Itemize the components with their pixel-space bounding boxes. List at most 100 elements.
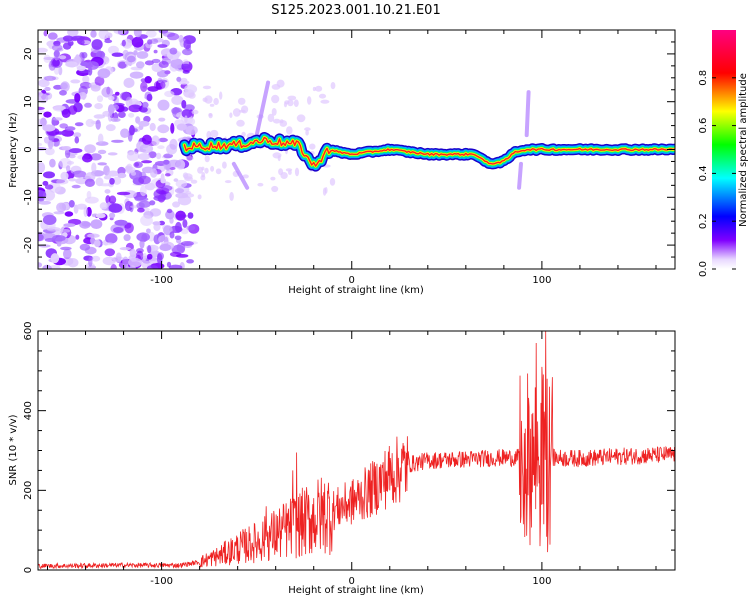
noise-blob	[185, 156, 194, 161]
noise-blob	[294, 167, 300, 177]
noise-blob	[181, 63, 191, 69]
noise-blob	[175, 221, 182, 233]
noise-blob	[93, 114, 106, 119]
noise-blob	[309, 143, 316, 150]
noise-blob	[111, 139, 124, 143]
colorbar-tick-label: 0.2	[698, 213, 709, 229]
noise-blob	[123, 234, 131, 242]
noise-blob	[38, 47, 48, 53]
noise-blob	[279, 120, 288, 127]
noise-blob	[148, 151, 157, 159]
colorbar-gradient	[712, 30, 736, 269]
noise-blob	[283, 101, 288, 108]
noise-blob	[197, 194, 202, 200]
noise-blob	[120, 128, 130, 138]
noise-blob	[115, 91, 120, 96]
noise-blob	[74, 122, 84, 127]
noise-blob	[142, 101, 149, 109]
noise-blob	[42, 124, 56, 132]
noise-blob	[131, 36, 144, 48]
noise-blob	[121, 39, 126, 47]
noise-blob	[90, 30, 97, 38]
noise-blob	[184, 84, 198, 94]
x-tick-label: 0	[349, 275, 355, 286]
noise-blob	[105, 195, 111, 204]
noise-blob	[56, 202, 67, 213]
noise-blob	[94, 103, 103, 110]
noise-blob	[59, 90, 67, 96]
noise-blob	[108, 203, 123, 213]
noise-blob	[267, 113, 275, 123]
noise-blob	[163, 159, 170, 165]
noise-blob	[38, 147, 47, 151]
noise-blob	[176, 76, 182, 82]
noise-blob	[174, 235, 182, 241]
noise-blob	[87, 233, 100, 238]
noise-blob	[59, 123, 68, 129]
noise-blob	[144, 182, 156, 191]
noise-blob	[76, 65, 86, 72]
noise-blob	[48, 139, 53, 150]
noise-blob	[168, 264, 183, 269]
noise-blob	[137, 153, 151, 161]
noise-blob	[150, 168, 158, 178]
y-tick-label: 20	[23, 48, 34, 61]
y-tick-label: 400	[23, 401, 34, 420]
figure-title: S125.2023.001.10.21.E01	[271, 3, 440, 18]
noise-blob	[157, 145, 165, 150]
noise-blob	[164, 90, 175, 98]
noise-blob	[204, 95, 213, 104]
noise-blob	[138, 120, 150, 127]
noise-blob	[85, 196, 99, 204]
noise-blob	[75, 234, 80, 240]
noise-blob	[110, 264, 117, 269]
noise-blob	[320, 99, 330, 104]
noise-blob	[224, 180, 232, 184]
noise-blob	[90, 236, 96, 245]
noise-blob	[62, 35, 74, 42]
noise-blob	[97, 162, 107, 166]
noise-blob	[184, 115, 188, 123]
noise-blob	[146, 265, 159, 269]
noise-blob	[108, 45, 119, 55]
noise-blob	[122, 256, 129, 268]
noise-blob	[107, 170, 120, 177]
noise-blob	[97, 133, 104, 144]
noise-blob	[38, 233, 44, 242]
noise-blob	[183, 173, 193, 180]
noise-blob	[56, 178, 69, 185]
noise-blob	[186, 259, 195, 264]
noise-blob	[157, 44, 168, 48]
noise-blob	[133, 161, 143, 169]
noise-blob	[42, 180, 49, 186]
noise-blob	[84, 102, 92, 108]
noise-blob	[104, 189, 111, 194]
noise-blob	[169, 167, 176, 170]
noise-blob	[305, 129, 309, 136]
noise-blob	[135, 116, 141, 124]
noise-blob	[159, 243, 172, 252]
noise-blob	[50, 57, 63, 68]
noise-blob	[158, 117, 166, 122]
noise-blob	[204, 167, 209, 174]
noise-blob	[167, 159, 182, 168]
noise-blob	[204, 155, 210, 163]
noise-blob	[42, 189, 56, 201]
spectrogram-ylabel: Frequency (Hz)	[8, 112, 19, 188]
colorbar: 0.0 0.2 0.4 0.6 0.8 Normalized spectral ampl…	[698, 30, 749, 277]
noise-blob	[147, 231, 156, 242]
noise-blob	[271, 84, 281, 90]
noise-blob	[84, 178, 95, 187]
noise-blob	[293, 99, 299, 107]
noise-blob	[80, 40, 85, 45]
noise-blob	[210, 165, 215, 172]
noise-blob	[157, 79, 168, 83]
noise-blob	[64, 211, 74, 217]
noise-blob	[146, 93, 153, 102]
noise-blob	[238, 109, 246, 113]
noise-blob	[85, 118, 95, 128]
noise-blob	[181, 109, 193, 119]
noise-blob	[102, 242, 114, 246]
noise-blob	[236, 119, 245, 127]
noise-blob	[71, 35, 85, 41]
